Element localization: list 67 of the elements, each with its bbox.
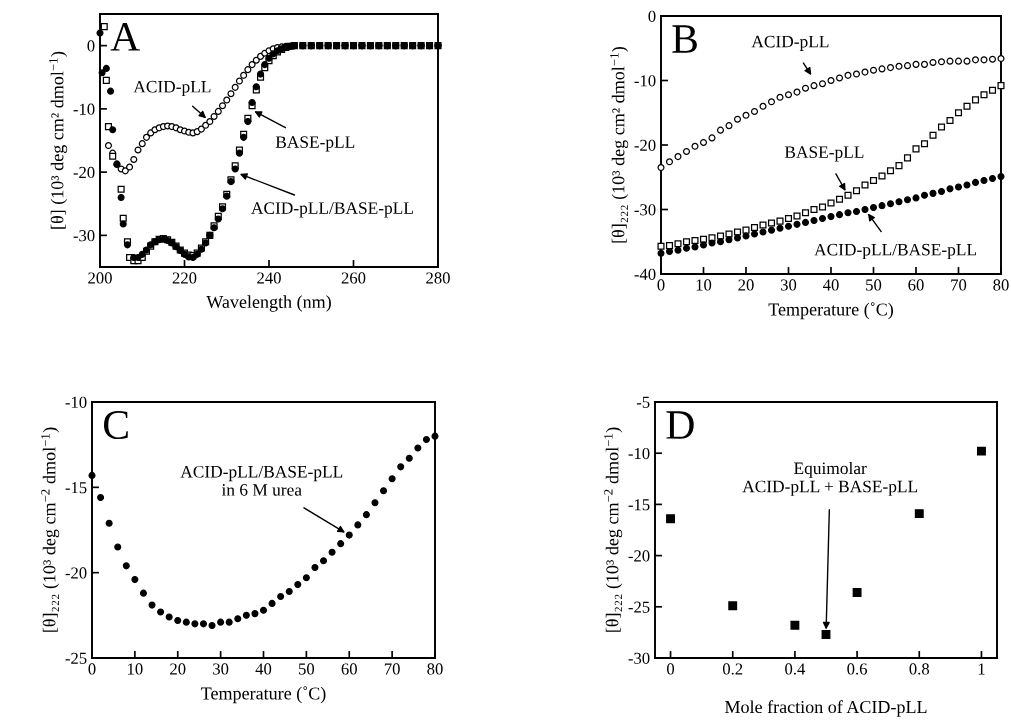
x-tick-label: 80	[427, 663, 443, 675]
y-axis-title: [θ]₂₂₂ (10³ deg cm$^{−2}$ dmol$^{−1}$)	[41, 427, 60, 632]
annotation: C	[104, 411, 128, 439]
x-tick-label: 40	[255, 663, 272, 675]
y-tick-label: 0	[648, 10, 656, 22]
annotation: ACID-pLL/BASE-pLL in 6 M urea	[180, 465, 343, 496]
y-axis-title: [θ]₂₂₂ (10³ deg cm² dmol$^{−1}$)	[610, 46, 629, 243]
y-tick-label: -15	[65, 482, 87, 494]
annotation: ACID-pLL	[133, 80, 211, 97]
x-tick-label: 0.6	[847, 663, 868, 675]
x-tick-label: 1	[978, 663, 985, 675]
x-tick-label: 70	[384, 663, 400, 675]
x-tick-label: 0.2	[722, 663, 743, 675]
y-tick-label: -5	[636, 396, 650, 408]
x-tick-label: 0	[657, 279, 665, 291]
y-axis-title: [θ] (10³ deg cm² dmol$^{−1}$)	[49, 51, 68, 229]
y-tick-label: -10	[628, 447, 650, 460]
annotation: D	[666, 411, 694, 439]
annotation: A	[110, 23, 140, 51]
y-tick-label: -20	[628, 550, 650, 562]
y-tick-label: -30	[73, 230, 95, 242]
y-tick-label: -40	[634, 268, 656, 280]
y-tick-label: -30	[628, 652, 650, 664]
x-tick-label: 80	[993, 279, 1009, 291]
annotation: BASE-pLL	[784, 146, 864, 162]
x-tick-label: 50	[299, 663, 315, 675]
x-tick-label: 240	[257, 272, 281, 284]
y-tick-label: -10	[634, 75, 656, 87]
annotation: BASE-pLL	[275, 136, 355, 152]
y-tick-label: -20	[634, 139, 656, 151]
y-axis-title: [θ]₂₂₂ (10³ deg cm$^{−2}$ dmol$^{−1}$)	[604, 427, 623, 632]
y-tick-label: -25	[65, 652, 87, 664]
x-tick-label: 30	[213, 663, 229, 675]
x-tick-label: 40	[822, 279, 839, 291]
annotation: B	[672, 25, 697, 53]
x-tick-label: 60	[341, 663, 357, 675]
x-tick-label: 0.4	[785, 663, 806, 675]
y-tick-label: -10	[73, 103, 95, 115]
x-tick-label: 260	[341, 272, 366, 284]
y-tick-label: 0	[87, 40, 95, 52]
y-tick-label: -30	[634, 204, 656, 216]
y-tick-label: -25	[628, 601, 650, 613]
x-tick-label: 30	[780, 279, 797, 291]
annotation: ACID-pLL	[751, 35, 829, 51]
x-axis-title: Temperature (˚C)	[201, 686, 326, 704]
x-tick-label: 220	[172, 272, 197, 284]
x-tick-label: 20	[738, 279, 754, 291]
x-tick-label: 200	[88, 272, 112, 284]
x-axis-title: Temperature (˚C)	[768, 302, 893, 320]
y-tick-label: -10	[65, 396, 87, 408]
x-axis-title: Wavelength (nm)	[206, 295, 331, 312]
x-tick-label: 0	[667, 663, 675, 675]
x-tick-label: 0.8	[909, 663, 930, 675]
y-tick-label: -20	[73, 166, 95, 179]
y-tick-label: -20	[65, 567, 87, 579]
x-axis-title: Mole fraction of ACID-pLL	[724, 700, 927, 717]
x-tick-label: 70	[951, 279, 967, 291]
x-tick-label: 10	[696, 279, 712, 291]
annotation: Equimolar ACID-pLL + BASE-pLL	[742, 461, 918, 496]
x-tick-label: 280	[426, 272, 450, 284]
y-tick-label: -15	[628, 499, 650, 511]
annotation: ACID-pLL/BASE-pLL	[814, 243, 977, 260]
x-tick-label: 10	[128, 663, 143, 675]
x-tick-label: 50	[866, 279, 882, 291]
x-tick-label: 20	[170, 663, 186, 675]
x-tick-label: 60	[908, 279, 924, 291]
annotation: ACID-pLL/BASE-pLL	[251, 202, 413, 218]
